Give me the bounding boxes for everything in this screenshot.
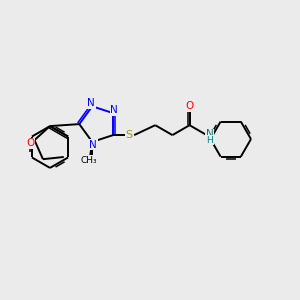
Text: O: O [185, 101, 194, 111]
Text: N: N [110, 105, 118, 115]
Text: N: N [88, 140, 96, 150]
Text: N: N [89, 156, 97, 166]
Text: N: N [89, 140, 97, 150]
Text: O: O [26, 138, 34, 148]
Text: N: N [206, 129, 214, 139]
Text: S: S [126, 130, 133, 140]
Text: N: N [87, 98, 95, 108]
Text: CH₃: CH₃ [81, 156, 98, 165]
Text: H: H [206, 136, 213, 145]
